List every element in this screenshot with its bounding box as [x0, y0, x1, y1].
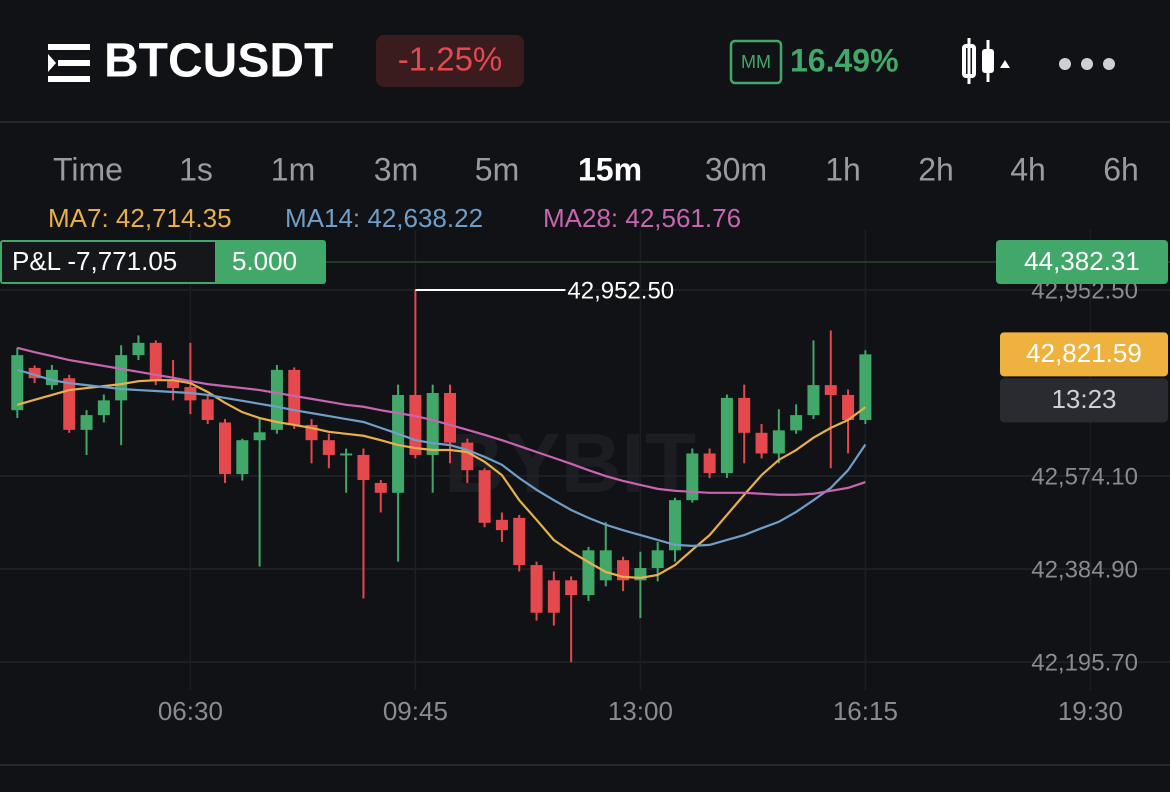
dot — [1059, 58, 1071, 70]
candle-body — [807, 385, 820, 416]
x-tick-label: 16:15 — [833, 696, 898, 726]
x-tick-label: 09:45 — [383, 696, 448, 726]
candle-body — [115, 355, 128, 401]
interval-tab[interactable]: Time — [53, 151, 123, 187]
countdown-badge — [1000, 378, 1168, 423]
change-badge — [376, 35, 524, 87]
candle-body — [461, 442, 474, 471]
pnl-box — [2, 242, 215, 282]
entry-price: 44,382.31 — [1024, 246, 1140, 276]
candle-body — [45, 369, 58, 386]
menu-arrow — [48, 54, 56, 72]
mm-badge-box — [729, 39, 783, 85]
candle-body — [219, 422, 231, 475]
ma-legend: MA7: 42,714.35 — [48, 203, 232, 233]
x-tick-label: 13:00 — [608, 696, 673, 726]
interval-tab[interactable]: 4h — [1010, 151, 1046, 187]
pnl[interactable]: P&L -7,771.05 — [12, 246, 177, 276]
candle-body — [772, 430, 785, 454]
menu-icon[interactable] — [48, 44, 90, 82]
candle-body — [201, 399, 214, 421]
ma-legend: MA14: 42,638.22 — [285, 203, 483, 233]
interval-tab[interactable]: 30m — [705, 151, 767, 187]
interval-tab[interactable]: 3m — [374, 151, 418, 187]
candle-body — [738, 397, 751, 433]
candle-body — [686, 453, 699, 501]
candle-body — [513, 517, 526, 566]
candle-body — [444, 392, 456, 443]
candle-body — [755, 432, 768, 454]
candle-body — [720, 397, 733, 474]
ma-legend: MA28: 42,561.76 — [543, 203, 741, 233]
candle-body — [530, 565, 543, 613]
candle-body — [859, 354, 872, 421]
candle-body — [253, 432, 266, 441]
candle-body — [63, 378, 76, 430]
candle-body — [97, 400, 110, 416]
candle-body — [409, 394, 422, 455]
ma-line — [17, 379, 867, 579]
candle-body — [132, 342, 145, 356]
symbol[interactable]: BTCUSDT — [104, 35, 333, 88]
candle-body — [790, 415, 803, 431]
ma-line — [17, 368, 867, 547]
interval-tab[interactable]: 15m — [578, 151, 642, 187]
y-tick-label: 42,384.90 — [1031, 556, 1138, 583]
candle-body — [149, 342, 162, 381]
candle-body — [357, 454, 370, 481]
high-marker-label: 42,952.50 — [567, 277, 674, 304]
candle-body — [322, 440, 335, 455]
menu-bar — [48, 76, 90, 82]
menu-bar — [58, 60, 90, 66]
dot — [1103, 58, 1115, 70]
change: -1.25% — [398, 41, 503, 78]
candle-body — [28, 367, 41, 379]
candle-body — [11, 355, 24, 411]
candle-body — [669, 500, 681, 551]
x-tick-label: 19:30 — [1058, 696, 1123, 726]
candle-body — [547, 580, 560, 613]
candle-body — [565, 580, 578, 596]
interval-tab[interactable]: 6h — [1103, 151, 1139, 187]
candle-body — [842, 394, 855, 421]
dot — [1081, 58, 1093, 70]
mm-badge: MM — [741, 52, 771, 72]
candle-body — [495, 519, 508, 531]
candle-body — [270, 369, 283, 430]
candle-body — [824, 385, 837, 395]
candle-body — [340, 453, 353, 456]
candle-body — [478, 470, 491, 523]
interval-tab[interactable]: 1m — [271, 151, 315, 187]
position-size: 5.000 — [232, 246, 297, 276]
mm-ratio: 16.49% — [790, 42, 899, 78]
y-tick-label: 42,574.10 — [1031, 463, 1138, 490]
interval-tab[interactable]: 2h — [918, 151, 954, 187]
entry-badge — [996, 240, 1168, 284]
chart-type-icon[interactable] — [962, 38, 1010, 84]
candle-body — [599, 550, 612, 581]
candle-body — [582, 550, 595, 596]
candle-body — [236, 440, 249, 475]
more-menu[interactable] — [1059, 58, 1115, 70]
interval-tab[interactable]: 5m — [475, 151, 519, 187]
icon-part — [1000, 60, 1010, 68]
candle-body — [392, 394, 405, 493]
ma-line — [17, 346, 866, 496]
x-tick-label: 06:30 — [158, 696, 223, 726]
candle-body — [374, 482, 387, 493]
candle-body — [651, 550, 664, 569]
last-price-badge — [1000, 332, 1168, 377]
candle-body — [80, 415, 93, 430]
candle-body — [426, 392, 439, 455]
menu-bar — [48, 44, 90, 50]
interval-tab[interactable]: 1h — [825, 151, 861, 187]
interval-tab[interactable]: 1s — [179, 151, 213, 187]
candle-body — [703, 453, 716, 474]
last-price: 42,821.59 — [1026, 338, 1142, 368]
candle-body — [167, 380, 180, 389]
y-tick-label: 42,195.70 — [1031, 649, 1138, 676]
countdown: 13:23 — [1051, 384, 1116, 414]
